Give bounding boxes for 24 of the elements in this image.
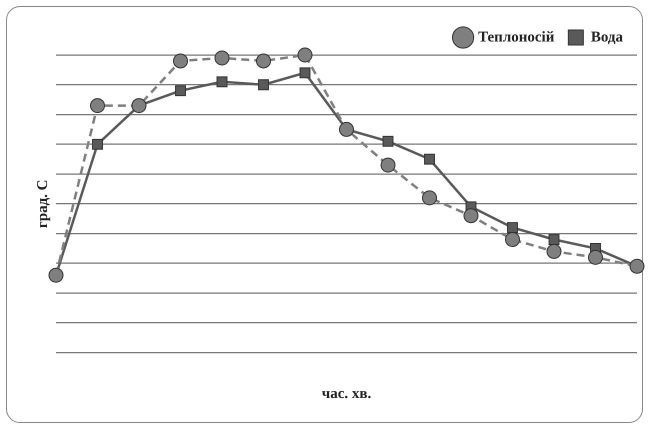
point [546,244,562,259]
legend-label: Теплоносій [478,29,555,46]
point [256,53,271,68]
point [90,98,105,114]
point [216,76,228,88]
point [173,53,188,68]
point [505,232,520,248]
point [92,138,103,150]
point [464,208,478,224]
point [258,79,269,90]
point [175,85,186,96]
point [507,222,518,234]
point [424,154,435,165]
point [380,158,396,173]
point [548,234,560,245]
x-axis-title: час. хв. [322,386,372,402]
point [298,48,312,62]
point [382,136,394,147]
point [214,50,230,66]
point [588,250,603,265]
y-axis-title: град. С [34,180,51,228]
legend-label: Вода [590,29,624,46]
point [422,190,437,206]
point [300,67,310,78]
